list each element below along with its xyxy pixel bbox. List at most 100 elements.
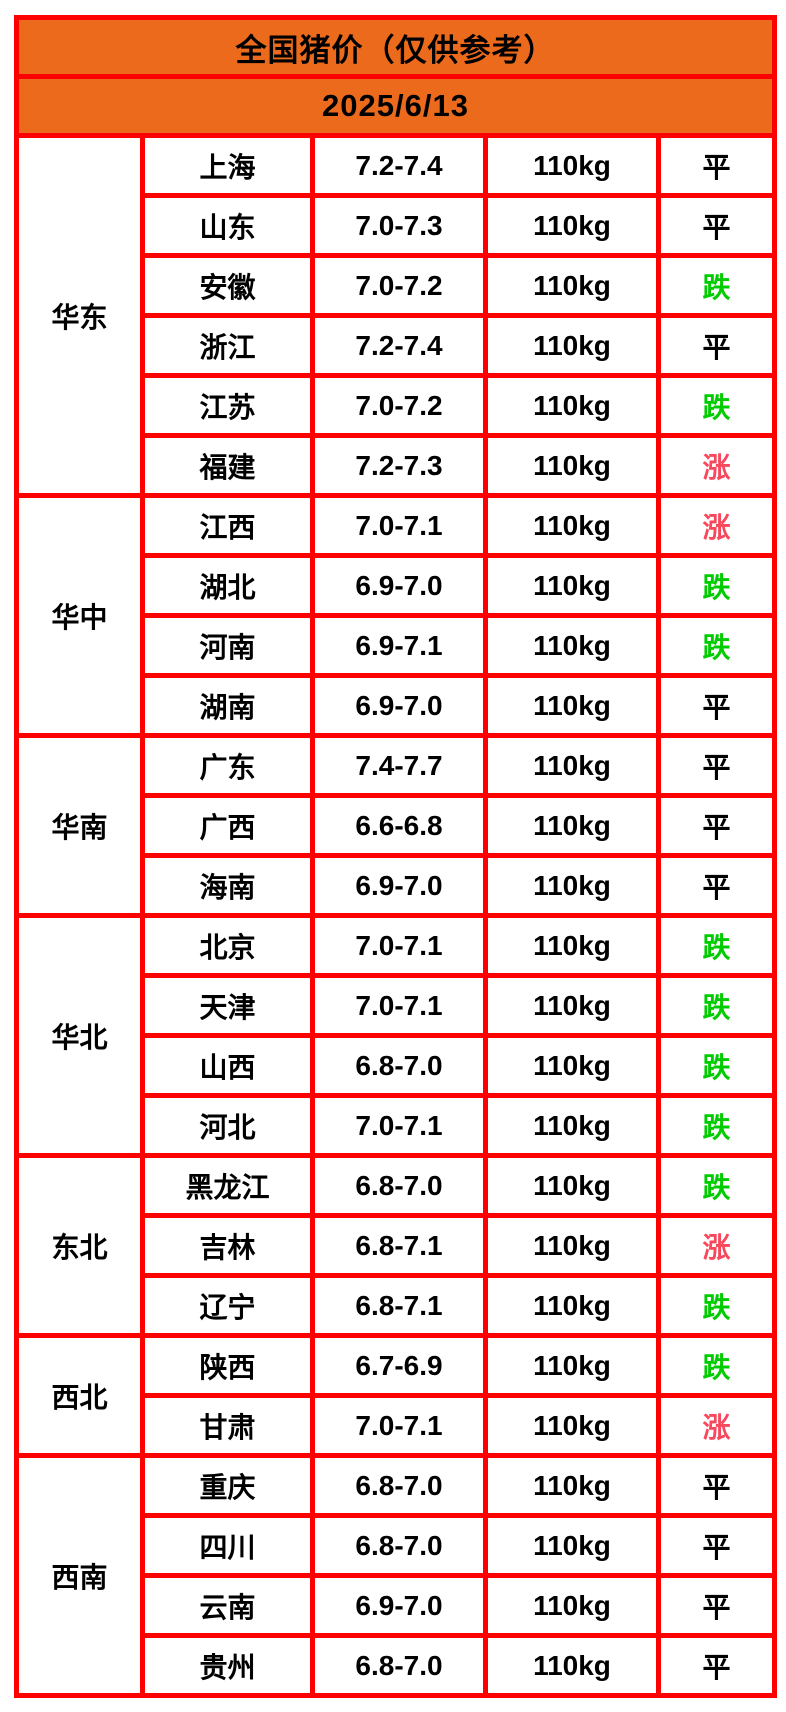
table-row: 湖北 6.9-7.0 110kg 跌 xyxy=(17,553,777,618)
weight-cell: 110kg xyxy=(483,1333,661,1398)
region-cell: 东北 xyxy=(14,1153,145,1338)
weight-cell: 110kg xyxy=(483,493,661,558)
table-row: 辽宁 6.8-7.1 110kg 跌 xyxy=(17,1273,777,1338)
province-cell: 海南 xyxy=(140,853,315,918)
title-row: 全国猪价（仅供参考） xyxy=(14,15,777,79)
status-cell: 跌 xyxy=(656,553,777,618)
pig-price-table: 全国猪价（仅供参考） 2025/6/13 华东 上海 7.2-7.4 110kg 平山东… xyxy=(14,15,777,1698)
province-cell: 湖南 xyxy=(140,673,315,738)
price-cell: 6.7-6.9 xyxy=(310,1333,488,1398)
table-row: 河南 6.9-7.1 110kg 跌 xyxy=(17,613,777,678)
price-cell: 7.2-7.4 xyxy=(310,313,488,378)
province-cell: 江西 xyxy=(140,493,315,558)
status-cell: 跌 xyxy=(656,613,777,678)
province-cell: 天津 xyxy=(140,973,315,1038)
weight-cell: 110kg xyxy=(483,1033,661,1098)
province-cell: 辽宁 xyxy=(140,1273,315,1338)
weight-cell: 110kg xyxy=(483,1453,661,1518)
price-cell: 7.4-7.7 xyxy=(310,733,488,798)
status-cell: 平 xyxy=(656,733,777,798)
table-row: 甘肃 7.0-7.1 110kg 涨 xyxy=(17,1393,777,1458)
status-cell: 平 xyxy=(656,793,777,858)
province-cell: 河北 xyxy=(140,1093,315,1158)
province-cell: 河南 xyxy=(140,613,315,678)
price-cell: 6.9-7.0 xyxy=(310,673,488,738)
weight-cell: 110kg xyxy=(483,673,661,738)
table-row: 贵州 6.8-7.0 110kg 平 xyxy=(17,1633,777,1698)
report-date: 2025/6/13 xyxy=(14,74,777,138)
table-row: 华南 广东 7.4-7.7 110kg 平 xyxy=(14,733,777,918)
province-cell: 陕西 xyxy=(140,1333,315,1398)
weight-cell: 110kg xyxy=(483,733,661,798)
weight-cell: 110kg xyxy=(483,1093,661,1158)
status-cell: 跌 xyxy=(656,253,777,318)
weight-cell: 110kg xyxy=(483,1393,661,1458)
status-cell: 平 xyxy=(656,673,777,738)
weight-cell: 110kg xyxy=(483,313,661,378)
province-cell: 黑龙江 xyxy=(140,1153,315,1218)
province-cell: 福建 xyxy=(140,433,315,498)
status-cell: 跌 xyxy=(656,373,777,438)
weight-cell: 110kg xyxy=(483,1273,661,1338)
weight-cell: 110kg xyxy=(483,613,661,678)
province-cell: 贵州 xyxy=(140,1633,315,1698)
price-cell: 6.8-7.1 xyxy=(310,1273,488,1338)
province-cell: 上海 xyxy=(140,133,315,198)
status-cell: 平 xyxy=(656,133,777,198)
price-cell: 7.0-7.1 xyxy=(310,1393,488,1458)
weight-cell: 110kg xyxy=(483,433,661,498)
status-cell: 跌 xyxy=(656,1273,777,1338)
price-cell: 7.0-7.1 xyxy=(310,913,488,978)
region-cell: 华东 xyxy=(14,133,145,498)
status-cell: 涨 xyxy=(656,493,777,558)
weight-cell: 110kg xyxy=(483,133,661,198)
price-cell: 7.0-7.2 xyxy=(310,253,488,318)
province-cell: 山东 xyxy=(140,193,315,258)
table-row: 海南 6.9-7.0 110kg 平 xyxy=(17,853,777,918)
price-cell: 7.0-7.2 xyxy=(310,373,488,438)
table-row: 天津 7.0-7.1 110kg 跌 xyxy=(17,973,777,1038)
status-cell: 跌 xyxy=(656,1033,777,1098)
price-cell: 6.9-7.0 xyxy=(310,853,488,918)
region-cell: 西北 xyxy=(14,1333,145,1458)
status-cell: 平 xyxy=(656,193,777,258)
status-cell: 平 xyxy=(656,853,777,918)
price-cell: 7.0-7.1 xyxy=(310,493,488,558)
price-cell: 6.8-7.0 xyxy=(310,1513,488,1578)
weight-cell: 110kg xyxy=(483,1213,661,1278)
province-cell: 四川 xyxy=(140,1513,315,1578)
status-cell: 平 xyxy=(656,1633,777,1698)
price-cell: 6.6-6.8 xyxy=(310,793,488,858)
region-cell: 华中 xyxy=(14,493,145,738)
table-row: 安徽 7.0-7.2 110kg 跌 xyxy=(17,253,777,318)
province-cell: 吉林 xyxy=(140,1213,315,1278)
province-cell: 浙江 xyxy=(140,313,315,378)
table-row: 广西 6.6-6.8 110kg 平 xyxy=(17,793,777,858)
weight-cell: 110kg xyxy=(483,1153,661,1218)
status-cell: 跌 xyxy=(656,1153,777,1218)
status-cell: 平 xyxy=(656,1453,777,1518)
weight-cell: 110kg xyxy=(483,253,661,318)
status-cell: 平 xyxy=(656,1513,777,1578)
weight-cell: 110kg xyxy=(483,193,661,258)
status-cell: 跌 xyxy=(656,973,777,1038)
price-cell: 6.8-7.0 xyxy=(310,1633,488,1698)
weight-cell: 110kg xyxy=(483,1513,661,1578)
price-cell: 7.2-7.4 xyxy=(310,133,488,198)
status-cell: 涨 xyxy=(656,1213,777,1278)
table-row: 西南 重庆 6.8-7.0 110kg 平 xyxy=(14,1453,777,1698)
price-cell: 7.2-7.3 xyxy=(310,433,488,498)
province-cell: 北京 xyxy=(140,913,315,978)
table-row: 山西 6.8-7.0 110kg 跌 xyxy=(17,1033,777,1098)
table-row: 山东 7.0-7.3 110kg 平 xyxy=(17,193,777,258)
weight-cell: 110kg xyxy=(483,373,661,438)
table-row: 福建 7.2-7.3 110kg 涨 xyxy=(17,433,777,498)
table-row: 江苏 7.0-7.2 110kg 跌 xyxy=(17,373,777,438)
price-cell: 7.0-7.1 xyxy=(310,973,488,1038)
table-row: 河北 7.0-7.1 110kg 跌 xyxy=(17,1093,777,1158)
province-cell: 广西 xyxy=(140,793,315,858)
table-row: 湖南 6.9-7.0 110kg 平 xyxy=(17,673,777,738)
price-cell: 6.8-7.0 xyxy=(310,1153,488,1218)
province-cell: 云南 xyxy=(140,1573,315,1638)
status-cell: 平 xyxy=(656,1573,777,1638)
